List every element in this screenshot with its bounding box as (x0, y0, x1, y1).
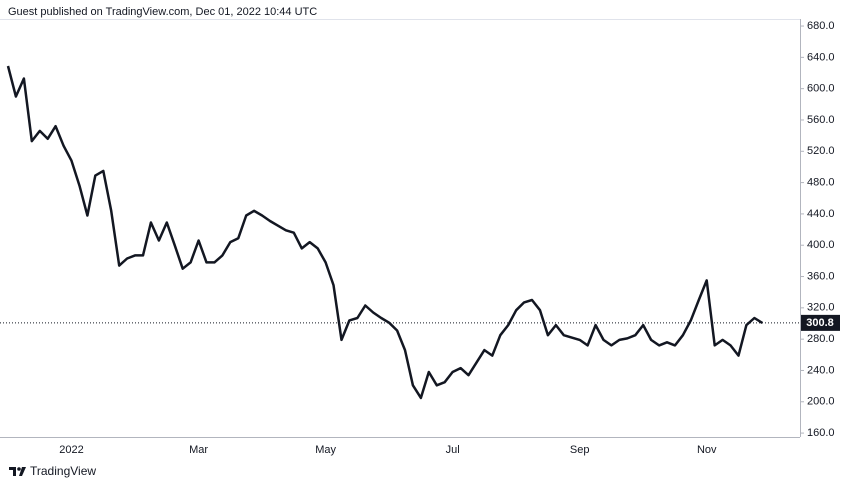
y-tick-label: 560.0 (807, 114, 835, 126)
y-tick-label: 200.0 (807, 396, 835, 408)
x-tick-label: Sep (570, 444, 590, 456)
x-tick-label: Nov (697, 444, 717, 456)
y-tick-label: 520.0 (807, 145, 835, 157)
x-tick-label: Mar (189, 444, 208, 456)
y-tick-label: 680.0 (807, 20, 835, 32)
y-tick-label: 280.0 (807, 333, 835, 345)
brand: TradingView (30, 464, 96, 478)
y-tick-label: 640.0 (807, 51, 835, 63)
last-price-label: 300.8 (806, 317, 834, 329)
y-tick-label: 600.0 (807, 83, 835, 95)
logo (9, 467, 26, 476)
y-tick-label: 400.0 (807, 239, 835, 251)
header-text: Guest published on TradingView.com, Dec … (8, 6, 317, 18)
y-tick-label: 320.0 (807, 302, 835, 314)
y-tick-label: 160.0 (807, 427, 835, 439)
y-tick-label: 440.0 (807, 208, 835, 220)
y-tick-label: 240.0 (807, 364, 835, 376)
last-price-box (801, 314, 840, 331)
y-tick-label: 480.0 (807, 177, 835, 189)
x-tick-label: Jul (446, 444, 460, 456)
x-tick-label: 2022 (59, 444, 83, 456)
price-line (6, 65, 763, 400)
x-tick-label: May (315, 444, 336, 456)
y-tick-label: 360.0 (807, 270, 835, 282)
